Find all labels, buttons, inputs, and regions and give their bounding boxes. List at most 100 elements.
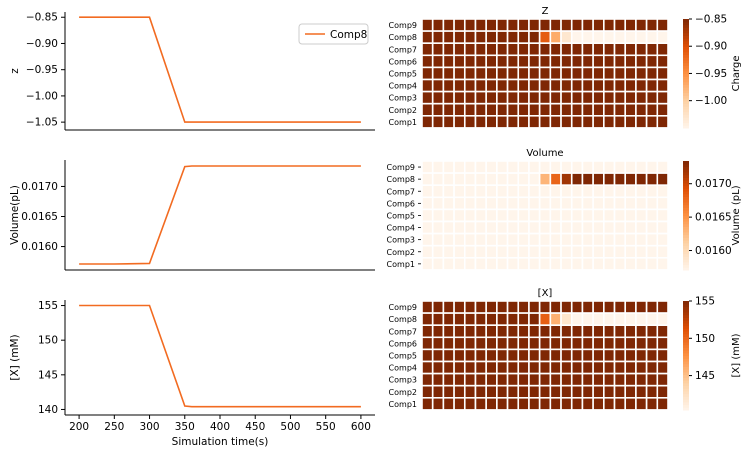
heatmap-cell (506, 232, 520, 247)
heatmap-cell (453, 312, 466, 327)
heatmap-cell (656, 196, 669, 211)
heatmap-cell (431, 66, 445, 81)
heatmap-cell (442, 232, 455, 247)
heatmap-cell (431, 160, 445, 174)
heatmap-cell (517, 324, 530, 339)
heatmap-cell (442, 196, 455, 211)
x-tick-label: 250 (104, 421, 124, 433)
heatmap-cell (538, 232, 552, 247)
heatmap-cell (560, 18, 573, 32)
heatmap-cell (592, 312, 605, 327)
colorbar-segment (683, 250, 689, 255)
heatmap-cell (570, 66, 584, 81)
heatmap-cell (592, 360, 605, 375)
heatmap-cell (538, 42, 552, 57)
heatmap-cell (538, 300, 552, 314)
heatmap-cell (463, 372, 477, 387)
heatmap-cell (431, 336, 445, 351)
heatmap-cell (603, 172, 616, 187)
heatmap-cell (613, 184, 627, 199)
heatmap-cell (645, 184, 659, 199)
heatmap-cell (560, 160, 573, 174)
heatmap-cell (645, 324, 659, 339)
heatmap-cell (517, 18, 530, 32)
heatmap-cell (581, 196, 594, 211)
row-label: Comp9 (389, 21, 417, 30)
heatmap-cell (485, 172, 498, 187)
heatmap-cell (635, 196, 648, 211)
heatmap-cell (570, 115, 584, 129)
heatmap-cell (528, 384, 541, 399)
heatmap-cell (506, 396, 520, 411)
colorbar-segment (683, 81, 689, 85)
colorbar-segment (683, 177, 689, 181)
colorbar-segment (683, 62, 689, 66)
colorbar-segment (683, 114, 689, 118)
heatmap-cell (431, 30, 445, 45)
heatmap-cell (421, 312, 434, 327)
colorbar-segment (683, 180, 689, 184)
heatmap-cell (549, 30, 562, 45)
heatmap-cell (549, 18, 562, 32)
heatmap-cell (581, 18, 594, 32)
heatmap-cell (538, 184, 552, 199)
heatmap-cell (463, 160, 477, 174)
colorbar-segment (683, 369, 689, 373)
heatmap-cell (442, 102, 455, 117)
heatmap-cell (624, 244, 637, 259)
heatmap-cell (496, 66, 509, 81)
heatmap-cell (442, 90, 455, 105)
heatmap-cell (442, 208, 455, 223)
y-tick-label: 140 (38, 404, 58, 416)
heatmap-cell (463, 42, 477, 57)
heatmap-cell (656, 115, 669, 129)
heatmap-cell (463, 208, 477, 223)
heatmap-cell (581, 160, 594, 174)
heatmap-cell (645, 360, 659, 375)
heatmap-cell (431, 90, 445, 105)
heatmap-cell (581, 336, 594, 351)
heatmap-cell (624, 396, 637, 411)
heatmap-panel-x: [X] Comp9 Comp8 Comp7 Comp6 Comp5 Comp4 Comp3 Co… (389, 288, 742, 411)
heatmap-cell (656, 90, 669, 105)
colorbar-segment (683, 396, 689, 400)
row-label: Comp2 (389, 388, 417, 397)
heatmap-cell (421, 232, 434, 247)
colorbar-segment (683, 38, 689, 42)
colorbar-segment (683, 385, 689, 389)
heatmap-cell (581, 300, 594, 314)
heatmap-cell (496, 312, 509, 327)
heatmap-cell (613, 256, 627, 271)
heatmap-cell (549, 184, 562, 199)
colorbar-segment (683, 57, 689, 61)
heatmap-cell (613, 360, 627, 375)
heatmap-cell (570, 160, 584, 174)
heatmap-cell (549, 172, 562, 187)
heatmap-cell (485, 66, 498, 81)
heatmap-cell (592, 172, 605, 187)
heatmap-cell (517, 360, 530, 375)
heatmap-cell (656, 244, 669, 259)
colorbar-segment (683, 347, 689, 351)
heatmap-cell (506, 102, 520, 117)
heatmap-cell (603, 372, 616, 387)
heatmap-cell (528, 196, 541, 211)
heatmap-cell (549, 396, 562, 411)
x-tick-label: 600 (351, 421, 371, 433)
heatmap-cell (421, 184, 434, 199)
heatmap-cell (581, 115, 594, 129)
colorbar-segment (683, 204, 689, 208)
heatmap-cell (635, 232, 648, 247)
heatmap-cell (656, 184, 669, 199)
row-label: Comp7 (389, 45, 417, 54)
colorbar-segment (683, 404, 689, 408)
colorbar-segment (683, 234, 689, 238)
heatmap-cell (453, 54, 466, 69)
heatmap-cell (506, 90, 520, 105)
heatmap-cell (592, 324, 605, 339)
heatmap-cell (624, 360, 637, 375)
colorbar-segment (683, 393, 689, 397)
heatmap-cell (496, 90, 509, 105)
heatmap-cell (613, 232, 627, 247)
legend-label: Comp8 (330, 29, 367, 41)
